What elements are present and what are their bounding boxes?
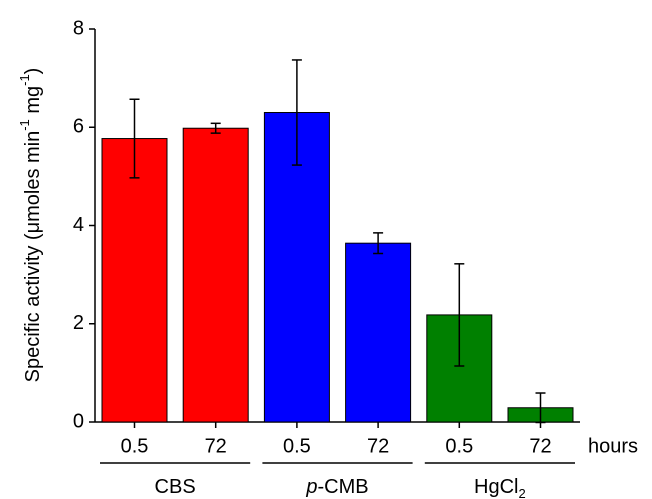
y-tick-label: 6 xyxy=(73,116,84,138)
y-label-sup: -1 xyxy=(17,74,32,86)
x-tick-label: 72 xyxy=(529,435,551,457)
group-label-italic: p xyxy=(305,476,317,498)
y-label-sup: -1 xyxy=(17,119,32,131)
group-label-sub: 2 xyxy=(519,486,526,499)
y-label-text: ) xyxy=(22,68,44,75)
group-label-text: -CMB xyxy=(318,476,369,498)
group-label: p-CMB xyxy=(305,476,368,498)
group-label-text: HgCl xyxy=(474,476,518,498)
y-tick-label: 4 xyxy=(73,214,84,236)
x-tick-label: 72 xyxy=(205,435,227,457)
error-bar xyxy=(210,122,221,134)
x-axis-label: hours xyxy=(588,435,638,457)
y-axis-label: Specific activity (μmoles min-1 mg-1) xyxy=(17,68,44,383)
group-label: CBS xyxy=(155,476,196,498)
group-label: HgCl2 xyxy=(474,476,526,499)
x-tick-label: 0.5 xyxy=(283,435,311,457)
bar xyxy=(182,127,249,423)
y-label-text: mg xyxy=(22,86,44,119)
error-bar xyxy=(291,59,302,166)
y-tick-label: 2 xyxy=(73,312,84,334)
y-label-text: Specific activity (μmoles min xyxy=(22,131,44,383)
bar xyxy=(345,242,412,423)
x-tick-label: 72 xyxy=(367,435,389,457)
y-tick-label: 8 xyxy=(73,17,84,39)
x-tick-label: 0.5 xyxy=(445,435,473,457)
error-bar xyxy=(129,98,140,179)
x-tick-label: 0.5 xyxy=(121,435,149,457)
error-bar xyxy=(454,263,465,367)
group-label-text: CBS xyxy=(155,476,196,498)
y-tick-label: 0 xyxy=(73,410,84,432)
error-bar xyxy=(373,232,384,255)
bar xyxy=(101,138,168,423)
